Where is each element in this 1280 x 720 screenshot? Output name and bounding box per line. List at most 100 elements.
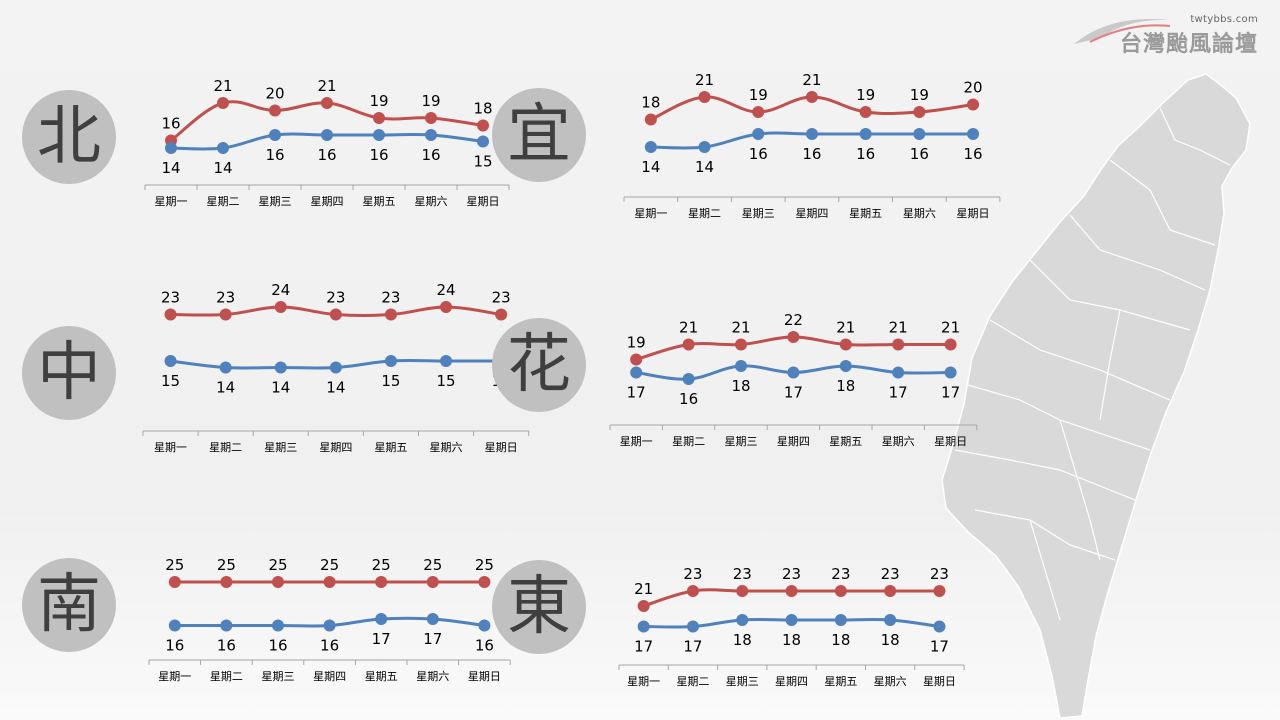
x-tick-label: 星期五: [365, 670, 398, 683]
data-point: [219, 308, 232, 321]
data-label: 17: [784, 384, 803, 402]
data-label: 23: [326, 289, 345, 307]
data-point: [321, 129, 333, 141]
data-point: [698, 91, 711, 103]
panel-east: 東 星期一 星期二 星期三 星期四 星期五 星期六 星期日 21 23 23 23 23 23 23 17 1…: [492, 560, 965, 710]
data-point: [859, 128, 872, 140]
x-tick-label: 星期六: [430, 441, 463, 454]
x-tick-label: 星期四: [311, 195, 344, 208]
data-point: [426, 613, 439, 625]
x-tick-label: 星期四: [319, 441, 352, 454]
panel-hualien: 花 星期一 星期二 星期三 星期四 星期五 星期六 星期日 19 21 21 22 21 21 21 17 1…: [492, 310, 978, 460]
region-badge: 花: [492, 318, 586, 412]
data-label: 21: [679, 319, 698, 337]
data-point: [698, 141, 711, 153]
data-point: [217, 142, 229, 154]
data-label: 15: [437, 372, 456, 390]
data-point: [644, 113, 657, 126]
x-tick-label: 星期三: [725, 435, 758, 448]
data-point: [630, 366, 643, 379]
x-tick-label: 星期三: [742, 207, 775, 220]
data-point: [269, 129, 281, 141]
data-point: [787, 366, 800, 379]
data-point: [477, 135, 489, 148]
data-point: [373, 112, 385, 124]
data-point: [373, 129, 385, 141]
x-tick-label: 星期三: [726, 675, 759, 688]
data-label: 20: [265, 85, 284, 103]
data-label: 21: [695, 71, 714, 89]
data-label: 19: [856, 86, 875, 104]
data-label: 16: [217, 637, 236, 655]
data-label: 16: [165, 637, 184, 655]
panel-central: 中 星期一 星期二 星期三 星期四 星期五 星期六 星期日 23 23 24 23 23 24 23 15 1…: [22, 276, 530, 456]
data-label: 17: [683, 638, 702, 656]
data-point: [686, 585, 699, 597]
data-label: 24: [271, 281, 290, 299]
data-label: 23: [831, 565, 850, 583]
x-tick-label: 星期五: [829, 435, 862, 448]
taiwan-county-borders: [954, 107, 1231, 621]
data-point: [440, 355, 453, 367]
data-label: 19: [749, 86, 768, 104]
data-label: 25: [217, 556, 236, 574]
data-point: [944, 366, 957, 379]
data-point: [274, 361, 287, 374]
x-tick-label: 星期二: [207, 195, 240, 208]
data-point: [933, 585, 946, 597]
data-label: 18: [831, 631, 850, 649]
data-label: 14: [326, 379, 345, 397]
chart-north: 星期一 星期二 星期三 星期四 星期五 星期六 星期日 16 21 20 21 19 19 18 14 14 1…: [144, 77, 510, 208]
data-point: [892, 338, 905, 351]
data-point: [272, 619, 284, 632]
x-tick-label: 星期二: [209, 441, 242, 454]
data-point: [892, 366, 905, 379]
x-tick-label: 星期五: [363, 195, 396, 208]
x-tick-label: 星期五: [849, 207, 882, 220]
data-point: [220, 576, 233, 588]
data-point: [644, 141, 657, 153]
data-label: 21: [634, 580, 653, 598]
x-tick-label: 星期一: [158, 670, 191, 683]
data-label: 25: [165, 556, 184, 574]
data-label: 16: [161, 115, 180, 133]
data-point: [375, 613, 388, 625]
data-label: 16: [679, 390, 698, 408]
data-point: [944, 338, 957, 351]
data-label: 20: [964, 79, 983, 97]
data-point: [752, 128, 765, 140]
data-point: [375, 576, 388, 588]
x-tick-label: 星期日: [923, 675, 956, 688]
x-tick-label: 星期六: [416, 670, 449, 683]
data-label: 14: [213, 159, 232, 177]
chart-east: 星期一 星期二 星期三 星期四 星期五 星期六 星期日 21 23 23 23 23 23 23 17 17 1…: [618, 565, 965, 688]
data-label: 16: [910, 145, 929, 163]
data-label: 16: [475, 637, 494, 655]
x-tick-label: 星期六: [874, 675, 907, 688]
data-label: 17: [423, 630, 442, 648]
data-label: 19: [421, 92, 440, 110]
data-point: [426, 576, 439, 588]
region-badge: 南: [22, 558, 116, 652]
data-label: 19: [627, 334, 646, 352]
data-label: 21: [317, 77, 336, 95]
data-label: 16: [265, 146, 284, 164]
chart-yilan: 星期一 星期二 星期三 星期四 星期五 星期六 星期日 18 21 19 21 19 19 20 14 14 1…: [623, 71, 1001, 220]
data-point: [329, 361, 342, 374]
x-tick-label: 星期三: [259, 195, 292, 208]
x-tick-label: 星期二: [676, 675, 709, 688]
data-label: 25: [475, 556, 494, 574]
x-tick-label: 星期五: [374, 441, 407, 454]
data-label: 23: [733, 565, 752, 583]
data-point: [220, 619, 233, 632]
data-label: 17: [634, 638, 653, 656]
data-point: [735, 360, 747, 372]
data-point: [168, 576, 181, 588]
data-point: [168, 619, 181, 632]
x-tick-label: 星期三: [264, 441, 297, 454]
data-label: 21: [836, 319, 855, 337]
data-label: 14: [641, 158, 660, 176]
data-point: [323, 576, 336, 588]
data-point: [834, 614, 847, 626]
data-point: [839, 360, 852, 372]
